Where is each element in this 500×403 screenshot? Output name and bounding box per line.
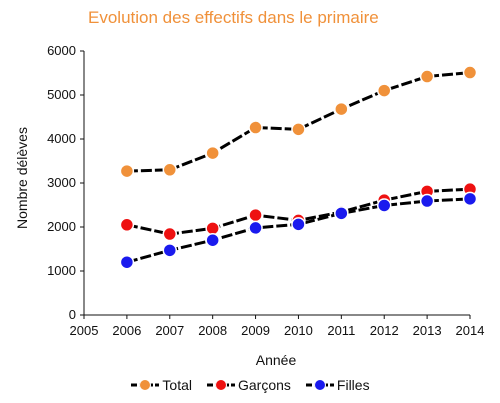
x-tick-label: 2013 (413, 323, 442, 338)
x-tick-label: 2006 (112, 323, 141, 338)
x-axis-label: Année (255, 352, 297, 368)
y-tick-label: 0 (69, 307, 76, 322)
data-point-filles (162, 243, 178, 258)
y-tick-label: 2000 (47, 219, 76, 234)
data-point-total (162, 162, 178, 178)
x-tick-label: 2007 (155, 323, 184, 338)
data-point-filles (376, 198, 392, 213)
x-tick-label: 2012 (370, 323, 399, 338)
legend-marker (313, 379, 326, 391)
x-tick-label: 2008 (198, 323, 227, 338)
x-tick-label: 2009 (241, 323, 270, 338)
legend-item-garcons: Garçons (206, 377, 291, 393)
data-point-total (419, 69, 435, 84)
chart-title: Evolution des effectifs dans le primaire (88, 8, 379, 27)
data-point-total (205, 145, 220, 161)
x-tick-label: 2014 (456, 323, 485, 338)
y-tick-label: 1000 (47, 263, 76, 278)
y-tick-label: 5000 (47, 87, 76, 102)
legend-item-total: Total (130, 377, 192, 393)
legend-swatch-garcons (206, 379, 235, 391)
data-point-filles (462, 191, 478, 207)
data-point-filles (334, 206, 349, 221)
legend-swatch-filles (305, 379, 334, 391)
y-tick-label: 3000 (47, 175, 76, 190)
legend-marker (139, 379, 152, 391)
data-point-total (376, 83, 392, 98)
legend-label-garcons: Garçons (237, 377, 291, 393)
data-point-filles (248, 220, 263, 236)
data-point-garcons (205, 221, 220, 236)
legend-label-total: Total (162, 377, 192, 393)
data-point-filles (205, 232, 220, 248)
data-point-filles (419, 193, 435, 209)
y-tick-label: 4000 (47, 131, 76, 146)
data-point-filles (291, 217, 306, 232)
data-point-total (291, 122, 306, 137)
x-tick-label: 2010 (284, 323, 313, 338)
data-point-total (462, 65, 478, 80)
series-line-total (126, 71, 471, 173)
data-point-total (334, 101, 349, 117)
data-point-garcons (248, 207, 263, 223)
legend-label-filles: Filles (336, 377, 370, 393)
data-point-garcons (162, 226, 178, 242)
legend-item-filles: Filles (305, 377, 370, 393)
y-tick-label: 6000 (47, 43, 76, 58)
x-tick-label: 2005 (70, 323, 99, 338)
data-point-filles (119, 254, 135, 270)
legend-swatch-total (131, 379, 160, 391)
legend: Total Garçons Filles (0, 377, 500, 393)
x-tick-label: 2011 (327, 323, 355, 338)
data-point-garcons (119, 217, 135, 233)
data-point-total (248, 120, 263, 135)
legend-marker (214, 379, 227, 391)
data-point-total (119, 163, 135, 179)
